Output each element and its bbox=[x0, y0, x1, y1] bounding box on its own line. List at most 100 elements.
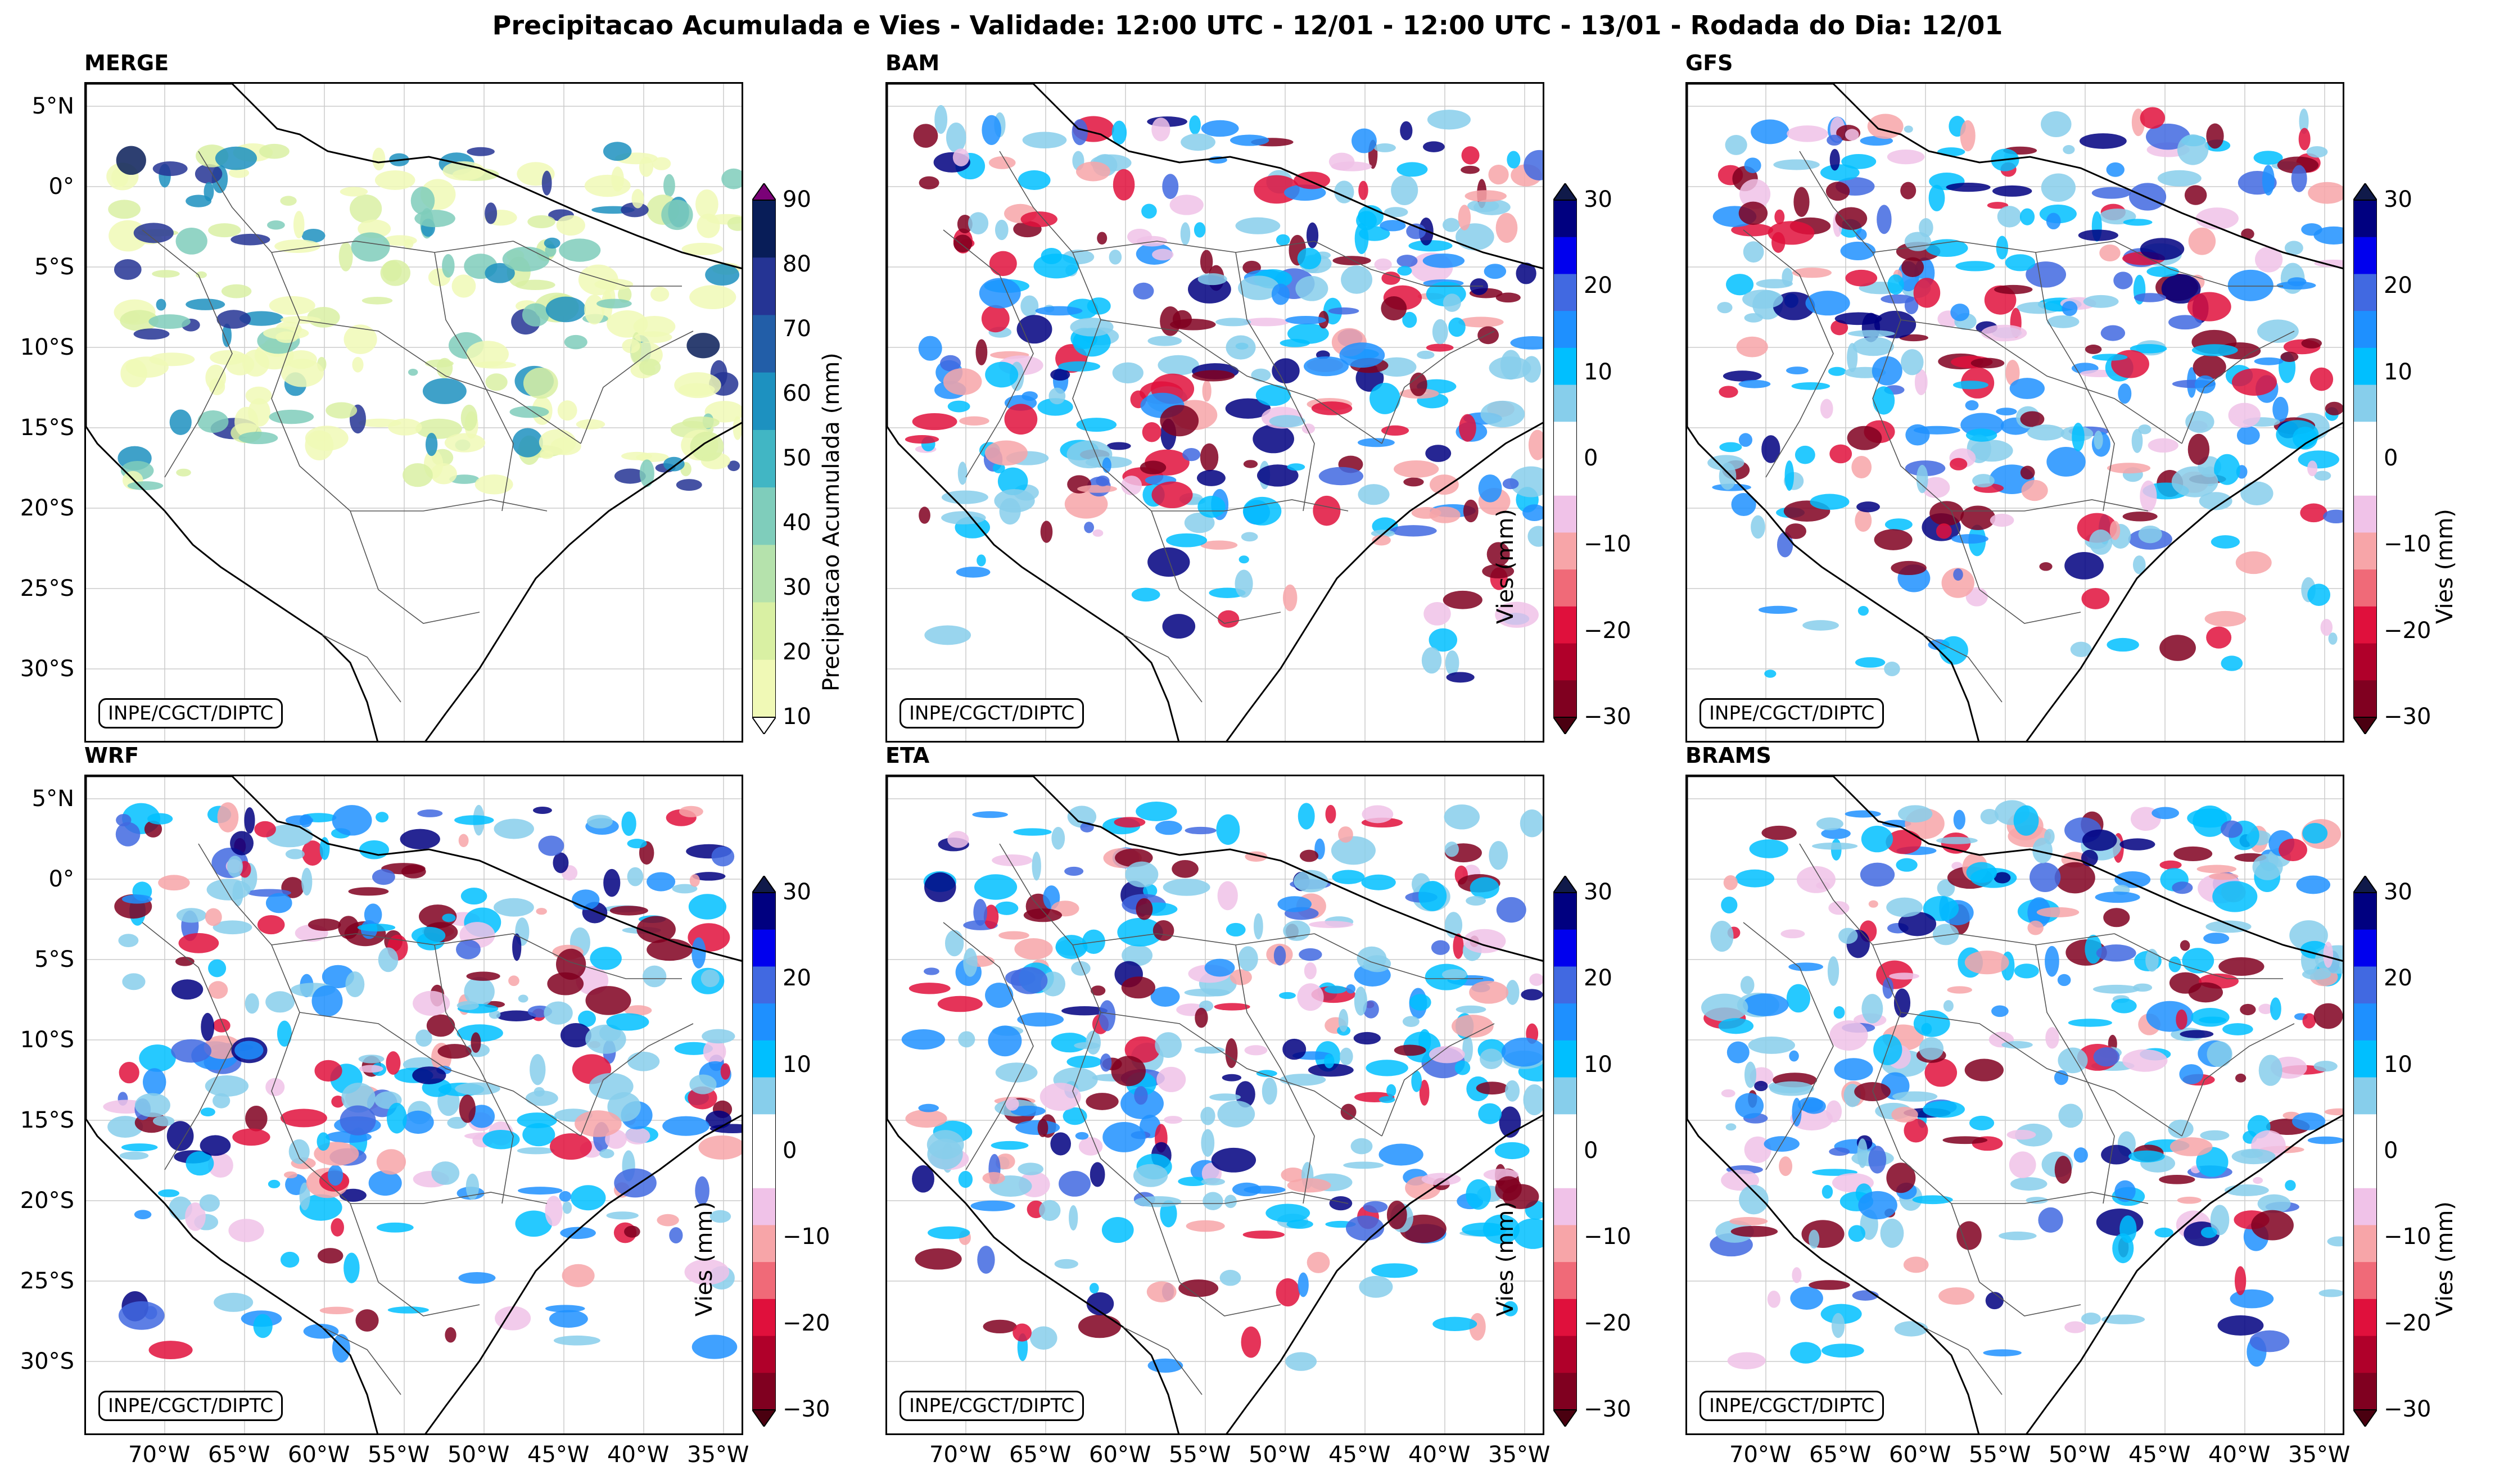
colorbar-segment bbox=[1553, 606, 1577, 644]
colorbar-tick-label: 40 bbox=[783, 510, 811, 536]
colorbar-tick-label: −30 bbox=[783, 1396, 830, 1422]
panel-label-eta: ETA bbox=[885, 743, 930, 768]
colorbar-segment bbox=[752, 545, 776, 603]
colorbar-segment bbox=[1553, 1373, 1577, 1410]
country-border bbox=[2181, 1023, 2295, 1137]
panel-label-brams: BRAMS bbox=[1685, 743, 1771, 768]
colorbar-segment bbox=[2353, 569, 2377, 607]
colorbar-extend-max bbox=[752, 876, 776, 893]
country-border bbox=[434, 944, 514, 1204]
colorbar-tick-label: 20 bbox=[2384, 273, 2412, 299]
lon-tick-label: 40°W bbox=[2208, 1442, 2271, 1468]
colorbar-segment bbox=[2353, 966, 2377, 1004]
colorbar-tick-label: −10 bbox=[2384, 1224, 2431, 1250]
colorbar-segment bbox=[2353, 532, 2377, 570]
figure-title: Precipitacao Acumulada e Vies - Validade… bbox=[492, 10, 2003, 40]
colorbar-segment bbox=[1553, 1040, 1577, 1078]
colorbar-segment bbox=[752, 929, 776, 967]
colorbar-segment bbox=[752, 1040, 776, 1078]
colorbar-segment bbox=[2353, 643, 2377, 681]
country-border bbox=[513, 241, 682, 287]
map-panel-gfs: INPE/CGCT/DIPTC bbox=[1685, 82, 2344, 743]
lat-tick-label: 5°N bbox=[31, 93, 74, 119]
colorbar-segment bbox=[2353, 311, 2377, 349]
colorbar-segment bbox=[2353, 929, 2377, 967]
colorbar-tick-label: 10 bbox=[2384, 359, 2412, 385]
colorbar bbox=[752, 183, 776, 734]
colorbar-segment bbox=[2353, 1298, 2377, 1337]
lat-tick-label: 5°N bbox=[31, 786, 74, 812]
lon-tick-label: 60°W bbox=[1889, 1442, 1951, 1468]
colorbar-segment bbox=[1553, 274, 1577, 311]
colorbar-segment bbox=[2353, 495, 2377, 533]
colorbar-tick-label: 20 bbox=[1584, 965, 1612, 992]
colorbar-segment bbox=[1553, 1151, 1577, 1189]
country-border bbox=[350, 1192, 548, 1204]
credit-box: INPE/CGCT/DIPTC bbox=[1700, 698, 1884, 729]
colorbar bbox=[1553, 183, 1577, 734]
country-border bbox=[2035, 252, 2115, 512]
colorbar-segment bbox=[1553, 1077, 1577, 1115]
country-border bbox=[299, 1012, 581, 1137]
colorbar-extend-min bbox=[1553, 1409, 1577, 1427]
country-border bbox=[580, 1023, 694, 1137]
country-border bbox=[1235, 252, 1315, 512]
lon-tick-label: 60°W bbox=[288, 1442, 350, 1468]
colorbar-segment bbox=[2353, 1373, 2377, 1410]
map-panel-eta: INPE/CGCT/DIPTC bbox=[885, 775, 1544, 1435]
country-border bbox=[1900, 1012, 2182, 1137]
panel-label-gfs: GFS bbox=[1685, 51, 1733, 75]
colorbar-tick-label: 0 bbox=[2384, 445, 2398, 471]
colorbar-segment bbox=[2353, 1003, 2377, 1041]
country-border bbox=[999, 843, 1180, 1283]
lon-tick-label: 35°W bbox=[2288, 1442, 2351, 1468]
country-border bbox=[1799, 151, 1980, 590]
colorbar-segment bbox=[2353, 1114, 2377, 1152]
colorbar-tick-label: 30 bbox=[2384, 187, 2412, 212]
colorbar-segment bbox=[752, 1336, 776, 1373]
colorbar-segment bbox=[752, 1373, 776, 1410]
lon-tick-label: 70°W bbox=[929, 1442, 992, 1468]
colorbar-segment bbox=[2353, 384, 2377, 422]
colorbar-tick-label: 10 bbox=[2384, 1051, 2412, 1078]
colorbar-tick-label: −10 bbox=[2384, 531, 2431, 558]
colorbar-tick-label: 0 bbox=[783, 1138, 797, 1164]
country-border bbox=[299, 319, 581, 444]
colorbar-segment bbox=[752, 1298, 776, 1337]
lat-tick-label: 20°S bbox=[20, 1188, 74, 1214]
colorbar-tick-label: 10 bbox=[783, 704, 811, 730]
colorbar-segment bbox=[1553, 966, 1577, 1004]
lat-tick-label: 10°S bbox=[20, 1027, 74, 1053]
colorbar-tick-label: 20 bbox=[783, 639, 811, 665]
country-border bbox=[322, 1327, 401, 1395]
lat-tick-label: 20°S bbox=[20, 495, 74, 521]
country-border bbox=[198, 843, 379, 1283]
colorbar-axis-label: Vies (mm) bbox=[2432, 1201, 2458, 1317]
lon-tick-label: 60°W bbox=[1089, 1442, 1151, 1468]
lon-tick-label: 50°W bbox=[448, 1442, 510, 1468]
coastline bbox=[86, 84, 742, 741]
colorbar-segment bbox=[2353, 347, 2377, 386]
lat-tick-label: 15°S bbox=[20, 1107, 74, 1133]
country-border bbox=[322, 634, 401, 703]
country-border bbox=[999, 151, 1180, 590]
colorbar-segment bbox=[1553, 311, 1577, 349]
country-border bbox=[1799, 843, 1980, 1283]
colorbar-extend-max bbox=[752, 183, 776, 201]
country-border bbox=[1872, 241, 2115, 253]
colorbar-tick-label: 30 bbox=[1584, 187, 1612, 212]
colorbar-axis-label: Vies (mm) bbox=[691, 1201, 717, 1317]
colorbar-segment bbox=[752, 966, 776, 1004]
credit-box: INPE/CGCT/DIPTC bbox=[900, 698, 1084, 729]
colorbar-tick-label: 30 bbox=[1584, 879, 1612, 905]
colorbar bbox=[752, 876, 776, 1427]
colorbar-segment bbox=[2353, 680, 2377, 718]
colorbar-tick-label: 60 bbox=[783, 381, 811, 406]
country-border bbox=[2114, 933, 2283, 979]
colorbar-segment bbox=[1553, 1298, 1577, 1337]
lon-tick-label: 45°W bbox=[527, 1442, 590, 1468]
colorbar-segment bbox=[1553, 384, 1577, 422]
map-panel-bam: INPE/CGCT/DIPTC bbox=[885, 82, 1544, 743]
country-border bbox=[2035, 944, 2115, 1204]
country-border bbox=[1979, 589, 2081, 624]
